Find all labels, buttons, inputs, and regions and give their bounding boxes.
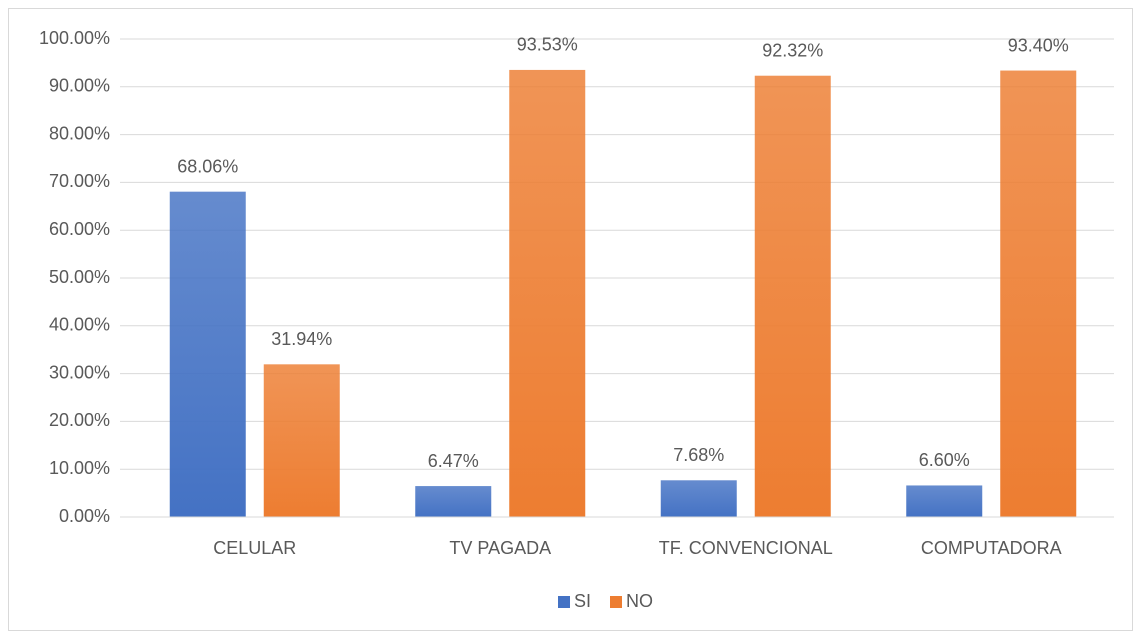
data-label: 6.60% bbox=[919, 450, 970, 470]
legend-label: NO bbox=[626, 591, 653, 611]
y-tick-label: 70.00% bbox=[49, 171, 110, 191]
y-tick-label: 90.00% bbox=[49, 76, 110, 96]
data-label: 7.68% bbox=[673, 445, 724, 465]
data-label: 93.40% bbox=[1008, 35, 1069, 55]
data-label: 92.32% bbox=[762, 40, 823, 60]
y-tick-label: 60.00% bbox=[49, 219, 110, 239]
x-tick-label: TV PAGADA bbox=[449, 538, 551, 558]
bar bbox=[415, 486, 492, 517]
bar bbox=[263, 364, 340, 517]
y-tick-label: 0.00% bbox=[59, 506, 110, 526]
bar bbox=[1000, 70, 1077, 517]
bar bbox=[660, 480, 737, 517]
bar bbox=[169, 191, 246, 517]
bar bbox=[906, 485, 983, 517]
y-tick-label: 100.00% bbox=[39, 28, 110, 48]
x-tick-label: COMPUTADORA bbox=[921, 538, 1062, 558]
y-tick-label: 20.00% bbox=[49, 410, 110, 430]
x-tick-label: CELULAR bbox=[213, 538, 296, 558]
bar bbox=[509, 69, 586, 517]
data-label: 93.53% bbox=[517, 35, 578, 55]
y-tick-label: 10.00% bbox=[49, 458, 110, 478]
y-tick-label: 50.00% bbox=[49, 267, 110, 287]
y-tick-label: 30.00% bbox=[49, 362, 110, 382]
legend-swatch bbox=[558, 596, 570, 608]
data-label: 68.06% bbox=[177, 156, 238, 176]
data-label: 31.94% bbox=[271, 329, 332, 349]
bar bbox=[754, 75, 831, 518]
legend-swatch bbox=[610, 596, 622, 608]
y-tick-label: 80.00% bbox=[49, 123, 110, 143]
x-tick-label: TF. CONVENCIONAL bbox=[659, 538, 833, 558]
data-label: 6.47% bbox=[428, 451, 479, 471]
legend-label: SI bbox=[574, 591, 591, 611]
y-tick-label: 40.00% bbox=[49, 315, 110, 335]
